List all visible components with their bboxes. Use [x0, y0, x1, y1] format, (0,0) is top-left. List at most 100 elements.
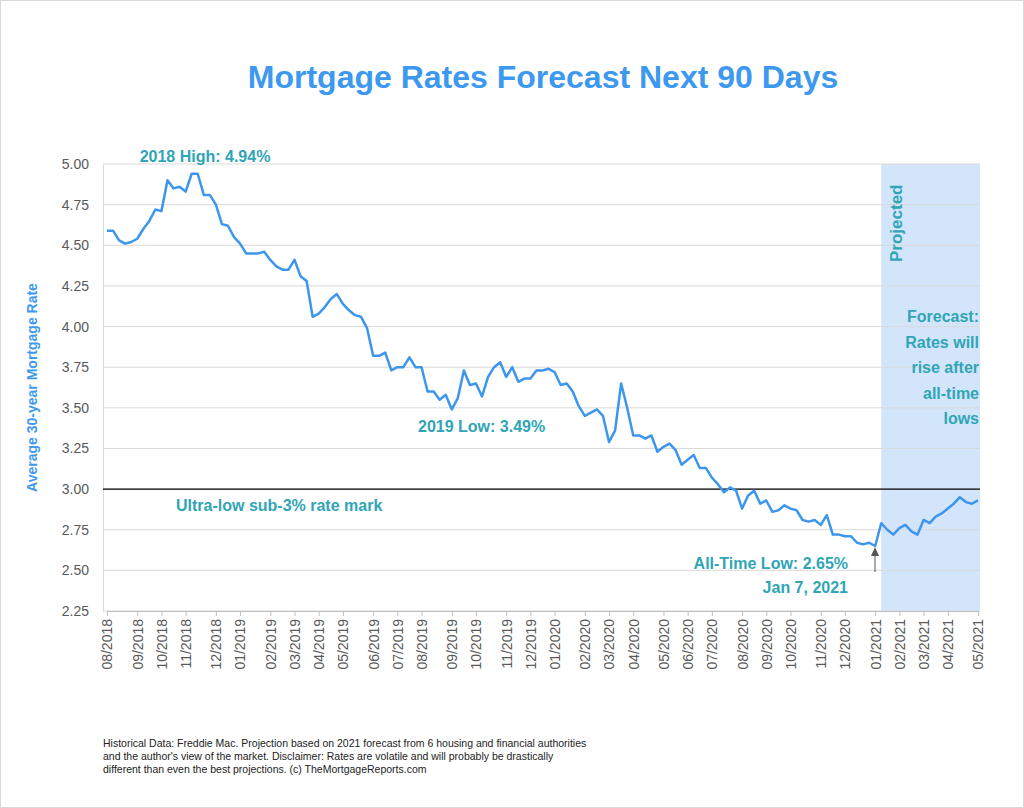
x-tick: 10/2020	[783, 611, 799, 670]
y-tick: 4.25	[62, 278, 103, 294]
forecast-note: Forecast:	[907, 308, 979, 325]
x-tick-mark	[530, 611, 531, 616]
arrow-shaft	[875, 554, 876, 572]
y-tick: 4.50	[62, 237, 103, 253]
x-tick-label: 01/2020	[547, 619, 563, 670]
x-axis: 08/201809/201810/201811/201812/201801/20…	[99, 611, 986, 670]
reference-line	[103, 488, 980, 489]
x-tick-label: 09/2020	[759, 619, 775, 670]
footnote: Historical Data: Freddie Mac. Projection…	[103, 737, 586, 749]
x-tick-label: 09/2018	[130, 619, 146, 670]
grid-line	[103, 529, 980, 530]
x-tick-label: 04/2021	[940, 619, 956, 670]
x-tick-label: 05/2020	[656, 619, 672, 670]
y-tick-label: 3.25	[62, 440, 89, 456]
y-tick-label: 2.50	[62, 562, 89, 578]
x-tick: 02/2021	[892, 611, 908, 670]
x-tick-mark	[186, 611, 187, 616]
y-tick-label: 5.00	[62, 156, 89, 172]
grid-line	[103, 489, 980, 490]
x-axis-line	[108, 612, 979, 617]
x-tick-label: 12/2019	[523, 619, 539, 670]
x-tick-label: 08/2020	[735, 619, 751, 670]
y-tick-label: 2.25	[62, 603, 89, 619]
x-tick-mark	[978, 611, 979, 616]
x-tick-mark	[742, 611, 743, 616]
x-tick: 11/2018	[178, 611, 194, 669]
x-tick-mark	[107, 611, 108, 616]
x-tick: 07/2020	[704, 611, 720, 670]
grid-line	[103, 326, 980, 327]
x-tick-label: 08/2018	[99, 619, 115, 670]
x-tick: 05/2021	[970, 611, 986, 670]
x-tick-label: 05/2019	[335, 619, 351, 670]
x-tick-mark	[137, 611, 138, 616]
y-tick: 3.50	[62, 400, 103, 416]
y-tick: 2.25	[62, 603, 103, 619]
x-tick: 12/2020	[837, 611, 853, 670]
x-tick: 04/2020	[626, 611, 642, 670]
forecast-note: Rates will	[905, 334, 979, 351]
x-tick: 08/2018	[99, 611, 115, 670]
x-tick: 07/2019	[390, 611, 406, 670]
x-tick: 09/2019	[444, 611, 460, 670]
y-tick: 3.25	[62, 440, 103, 456]
x-tick: 10/2018	[154, 611, 170, 670]
x-tick-label: 03/2020	[601, 619, 617, 670]
forecast-note: lows	[943, 410, 979, 427]
x-tick-label: 05/2021	[970, 619, 986, 670]
x-tick: 09/2020	[759, 611, 775, 670]
x-tick: 11/2020	[813, 611, 829, 669]
annotation: All-Time Low: 2.65%	[694, 555, 848, 572]
x-tick-mark	[585, 611, 586, 616]
y-tick: 2.50	[62, 562, 103, 578]
y-tick: 3.00	[62, 481, 103, 497]
chart-svg: Mortgage Rates Forecast Next 90 Days2.25…	[0, 0, 1024, 808]
x-tick-mark	[899, 611, 900, 616]
y-axis-title: Average 30-year Mortgage Rate	[24, 283, 40, 492]
y-tick: 3.75	[62, 359, 103, 375]
projection-label: Projected	[887, 185, 906, 262]
x-tick: 01/2021	[868, 611, 884, 670]
x-tick-label: 09/2019	[444, 619, 460, 670]
x-tick-label: 04/2020	[626, 619, 642, 670]
x-tick: 03/2019	[287, 611, 303, 670]
x-tick-label: 02/2021	[892, 619, 908, 670]
x-tick-label: 08/2019	[414, 619, 430, 670]
x-tick-label: 10/2018	[154, 619, 170, 670]
x-tick-label: 01/2021	[868, 619, 884, 670]
x-tick: 03/2021	[916, 611, 932, 670]
x-tick: 09/2018	[130, 611, 146, 670]
y-tick-label: 4.00	[62, 319, 89, 335]
x-tick-mark	[476, 611, 477, 616]
x-tick: 04/2021	[940, 611, 956, 670]
x-tick-label: 03/2019	[287, 619, 303, 670]
y-tick-label: 4.25	[62, 278, 89, 294]
x-tick-label: 11/2019	[499, 619, 515, 669]
y-axis: 2.252.502.753.003.253.503.754.004.254.50…	[62, 156, 104, 619]
forecast-note: all-time	[923, 385, 979, 402]
x-tick-mark	[373, 611, 374, 616]
x-tick: 05/2020	[656, 611, 672, 670]
chart-container: Mortgage Rates Forecast Next 90 Days2.25…	[0, 0, 1024, 808]
x-tick-mark	[555, 611, 556, 616]
x-tick-mark	[452, 611, 453, 616]
x-tick: 12/2019	[523, 611, 539, 670]
x-tick: 11/2019	[499, 611, 515, 669]
y-tick-label: 3.00	[62, 481, 89, 497]
y-tick: 5.00	[62, 156, 103, 172]
annotation: Jan 7, 2021	[763, 579, 849, 596]
x-tick-mark	[422, 611, 423, 616]
x-tick: 02/2019	[263, 611, 279, 670]
grid	[103, 164, 980, 611]
forecast-note: rise after	[911, 359, 979, 376]
x-tick-mark	[270, 611, 271, 616]
x-tick-mark	[397, 611, 398, 616]
y-tick-label: 3.50	[62, 400, 89, 416]
x-tick-mark	[161, 611, 162, 616]
x-tick: 01/2019	[232, 611, 248, 670]
x-tick-label: 11/2020	[813, 619, 829, 669]
footnote: and the author's view of the market. Dis…	[103, 750, 554, 762]
projection-band	[881, 164, 980, 611]
x-tick-mark	[924, 611, 925, 616]
